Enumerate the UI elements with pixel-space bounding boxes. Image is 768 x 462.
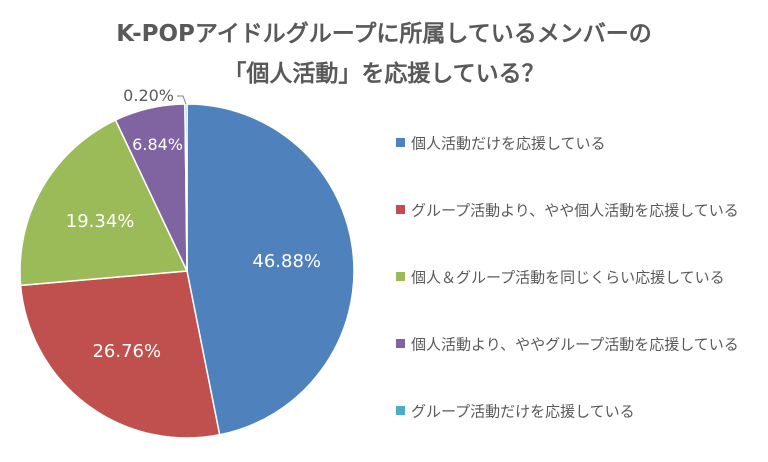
pie-slice-equal [19, 119, 189, 287]
legend-label-mostly-solo: グループ活動より、やや個人活動を応援している [411, 201, 739, 220]
legend-item-solo-only: 個人活動だけを応援している [396, 126, 764, 160]
leader-line-group-only [177, 95, 187, 105]
legend-item-equal: 個人＆グループ活動を同じくらい応援している [396, 260, 764, 294]
pie-slice-mostly-solo [19, 270, 221, 439]
pie-slice-solo-only [186, 103, 355, 436]
legend-label-group-only: グループ活動だけを応援している [411, 402, 635, 421]
data-label-mostly-solo: 26.76% [92, 341, 161, 362]
legend-item-mostly-group: 個人活動より、ややグループ活動を応援している [396, 327, 764, 361]
data-label-group-only: 0.20% [123, 86, 174, 105]
legend-label-mostly-group: 個人活動より、ややグループ活動を応援している [411, 335, 739, 354]
legend-item-mostly-solo: グループ活動より、やや個人活動を応援している [396, 193, 764, 227]
legend: 個人活動だけを応援している グループ活動より、やや個人活動を応援している 個人＆… [396, 126, 764, 461]
chart-title: K-POPアイドルグループに所属しているメンバーの 「個人活動」を応援している？ [0, 14, 768, 94]
data-label-mostly-group: 6.84% [132, 135, 183, 154]
legend-swatch-group-only [396, 406, 405, 415]
legend-swatch-mostly-group [396, 339, 405, 348]
legend-swatch-solo-only [396, 138, 405, 147]
legend-label-solo-only: 個人活動だけを応援している [411, 134, 606, 153]
legend-swatch-equal [396, 272, 405, 281]
legend-item-group-only: グループ活動だけを応援している [396, 394, 764, 428]
data-label-solo-only: 46.88% [252, 251, 321, 272]
data-label-equal: 19.34% [66, 211, 135, 232]
legend-label-equal: 個人＆グループ活動を同じくらい応援している [411, 268, 725, 287]
chart-title-line-2: 「個人活動」を応援している？ [223, 61, 545, 87]
chart-title-line-1: K-POPアイドルグループに所属しているメンバーの [116, 21, 652, 47]
legend-swatch-mostly-solo [396, 205, 405, 214]
